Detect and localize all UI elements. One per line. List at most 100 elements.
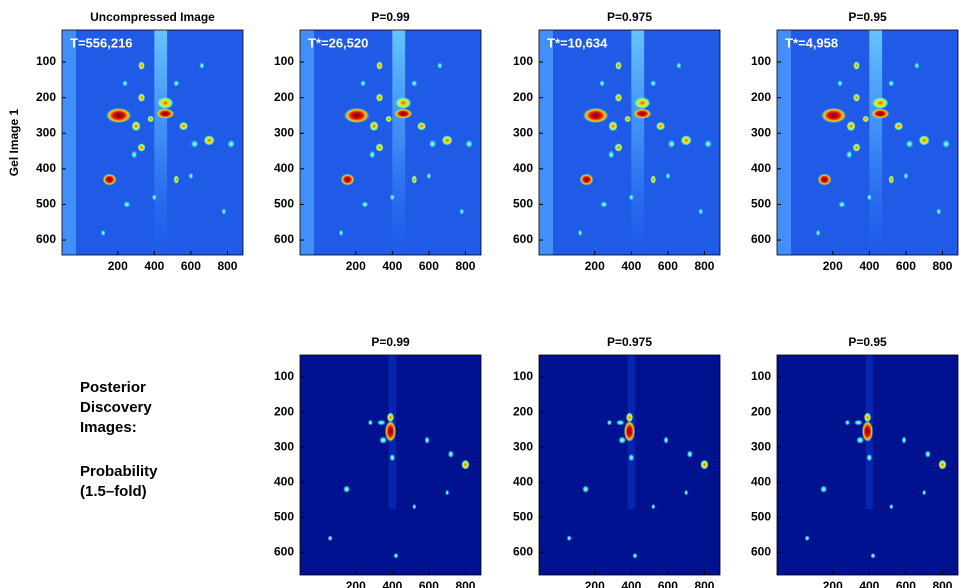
left-strip (62, 30, 76, 255)
panel: P=0.99T*=26,520 200 400 600 800 100 200 300 400 5… (274, 10, 482, 273)
panel-annotation: T*=26,520 (308, 35, 368, 50)
spot (866, 193, 873, 201)
y-tick-label: 400 (751, 474, 771, 488)
row-label-line: Posterior (80, 379, 146, 396)
spot (227, 139, 236, 149)
panel: P=0.95 T*=4,958 200 400 600 800 100 200 300 400 50… (751, 10, 959, 273)
y-tick-label: 600 (274, 544, 294, 558)
x-tick-label: 600 (419, 259, 439, 273)
spot (417, 121, 427, 131)
y-tick-label: 300 (751, 439, 771, 453)
x-tick-label: 800 (694, 259, 714, 273)
spot (632, 552, 638, 559)
frame (538, 354, 721, 576)
spot (599, 79, 606, 87)
frame (299, 29, 482, 256)
spot (651, 503, 656, 510)
row-label-line: Probability (80, 463, 158, 480)
y-tick-label: 100 (274, 54, 294, 68)
x-tick-label: 600 (896, 579, 916, 588)
spot (369, 120, 379, 132)
spot (385, 115, 392, 123)
y-tick-label: 300 (36, 125, 56, 139)
x-tick-label: 600 (419, 579, 439, 588)
y-tick-label: 600 (513, 544, 533, 558)
spot (889, 503, 894, 510)
spot (938, 459, 947, 470)
panel-title: P=0.975 (607, 335, 652, 349)
x-tick-label: 800 (932, 579, 952, 588)
spot (199, 62, 205, 70)
y-tick-label: 200 (274, 404, 294, 418)
y-tick-label: 100 (274, 369, 294, 383)
spot (853, 61, 860, 70)
frame (61, 29, 244, 256)
heatmap-bg (777, 30, 958, 255)
spot (862, 115, 869, 123)
frame (299, 354, 482, 576)
row-label-line: (1.5–fold) (80, 483, 147, 500)
spot (924, 450, 931, 459)
spot (412, 503, 417, 510)
panel: P=0.95 200 400 600 800 100 200 300 400 500 600 (751, 335, 959, 588)
x-tick-label: 400 (382, 579, 402, 588)
x-tick-label: 600 (896, 259, 916, 273)
heatmap (777, 355, 958, 575)
heatmap (62, 30, 243, 255)
spot (375, 143, 384, 152)
y-tick-label: 200 (751, 404, 771, 418)
x-tick-label: 800 (694, 579, 714, 588)
x-tick-label: 800 (455, 579, 475, 588)
left-strip (777, 30, 791, 255)
spot (905, 139, 914, 149)
spot (102, 173, 117, 186)
x-tick-label: 800 (455, 259, 475, 273)
x-tick-label: 800 (217, 259, 237, 273)
spot (428, 139, 437, 149)
spot (389, 193, 396, 201)
frame (776, 29, 959, 256)
spot (914, 62, 920, 70)
frame (776, 354, 959, 576)
y-tick-label: 500 (274, 509, 294, 523)
x-tick-label: 200 (346, 259, 366, 273)
spot (804, 535, 810, 542)
panel-title: Uncompressed Image (90, 10, 215, 24)
x-tick-label: 400 (859, 259, 879, 273)
spot (614, 143, 623, 152)
spot (887, 79, 895, 87)
spot (863, 412, 872, 423)
streak (869, 30, 883, 255)
spot (606, 419, 612, 426)
spot (437, 62, 443, 70)
y-tick-label: 200 (274, 90, 294, 104)
spot (465, 139, 474, 149)
spot (579, 173, 594, 186)
x-tick-label: 400 (144, 259, 164, 273)
heatmap (300, 30, 481, 255)
spot (820, 107, 847, 124)
panel-annotation: T=556,216 (70, 35, 133, 50)
spot (188, 172, 194, 180)
spot (815, 229, 821, 237)
spot (100, 229, 106, 237)
spot (894, 121, 904, 131)
spot (384, 420, 397, 443)
y-tick-label: 100 (751, 54, 771, 68)
spot (614, 93, 623, 102)
spot (131, 120, 141, 132)
spot (173, 175, 180, 184)
spot (368, 150, 376, 159)
spot (361, 201, 369, 208)
spot (327, 535, 333, 542)
spot (447, 450, 454, 459)
streak (392, 30, 406, 255)
row-label: Gel Image 1 (7, 108, 21, 176)
spot (615, 419, 625, 426)
left-strip (300, 30, 314, 255)
panel: Uncompressed Image T=556,216 200 400 600 800 1… (36, 10, 244, 273)
y-tick-label: 500 (274, 197, 294, 211)
x-tick-label: 600 (658, 259, 678, 273)
y-tick-label: 500 (751, 509, 771, 523)
